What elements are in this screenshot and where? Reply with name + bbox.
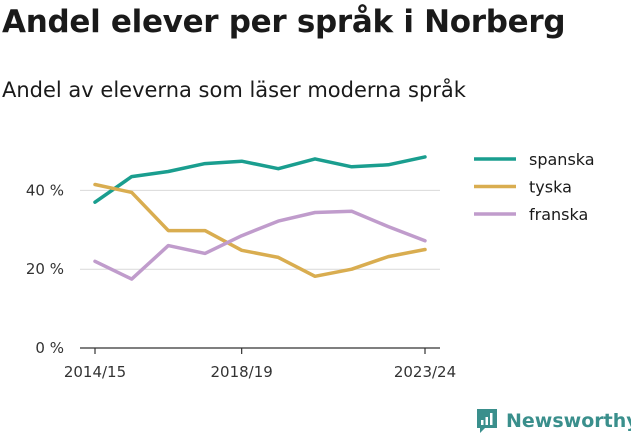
x-tick-label: 2018/19: [211, 363, 273, 381]
newsworthy-logo-icon: [477, 409, 497, 433]
x-tick-label: 2014/15: [64, 363, 126, 381]
legend-label-franska: franska: [529, 205, 588, 224]
y-tick-label: 0 %: [35, 339, 64, 357]
brand-name: Newsworthy: [506, 410, 631, 432]
line-chart: 2014/15 2018/19 2023/24 0 % 20 % 40 % spansk…: [26, 150, 595, 381]
series-line-tyska: [93, 182, 427, 279]
y-tick-label: 20 %: [26, 260, 64, 278]
grid-lines: [80, 189, 440, 349]
series-lines: [93, 155, 427, 281]
series-line-franska: [93, 209, 427, 281]
legend: spanska tyska franska: [474, 150, 595, 224]
brand-logo: Newsworthy: [476, 408, 631, 434]
legend-label-tyska: tyska: [529, 178, 572, 197]
chart-title: Andel elever per språk i Norberg: [2, 4, 566, 40]
y-axis: 0 % 20 % 40 %: [26, 181, 64, 357]
legend-label-spanska: spanska: [529, 150, 595, 169]
x-axis: 2014/15 2018/19 2023/24: [64, 348, 456, 381]
series-line-spanska: [93, 155, 427, 204]
y-tick-label: 40 %: [26, 181, 64, 199]
x-tick-label: 2023/24: [394, 363, 456, 381]
chart-subtitle: Andel av eleverna som läser moderna språ…: [2, 78, 466, 102]
